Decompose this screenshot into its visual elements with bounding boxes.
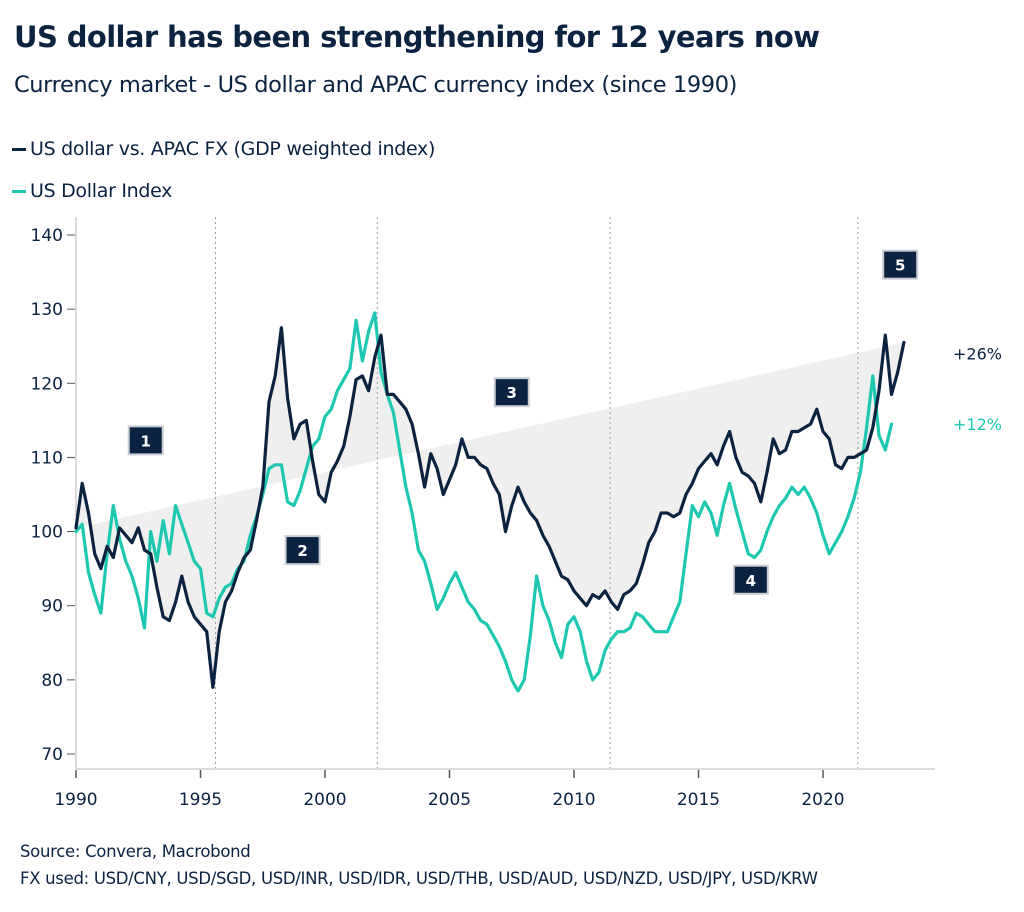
y-tick-label: 80	[41, 671, 63, 691]
regime-box-rect	[284, 535, 321, 566]
axes: 70 80 90 100 110 120 130 140 1990 1995 2000 2005 201…	[31, 217, 935, 810]
x-tick-label: 1990	[54, 790, 97, 810]
y-tick-label: 130	[31, 300, 63, 320]
regime-box-label: 2	[297, 542, 307, 560]
y-tick-label: 110	[31, 448, 63, 468]
regime-box-rect	[493, 377, 530, 408]
regime-boxes: 1 2 3 4 5	[127, 249, 919, 595]
y-tick-label: 90	[41, 597, 63, 617]
legend-item-apac-index: US dollar vs. APAC FX (GDP weighted inde…	[12, 128, 435, 170]
series-lines	[74, 311, 906, 693]
legend-swatch-teal	[12, 189, 26, 193]
regime-box-label: 5	[895, 257, 905, 275]
regime-box-5: 5	[882, 249, 919, 280]
y-tick-label: 100	[31, 523, 63, 543]
fill-between-area	[76, 327, 904, 688]
x-tick-label: 2000	[303, 790, 346, 810]
regime-box-label: 4	[746, 572, 756, 590]
y-tick-label: 140	[31, 226, 63, 246]
x-tick-label: 1995	[179, 790, 222, 810]
chart-footer: Source: Convera, Macrobond FX used: USD/…	[20, 838, 818, 892]
chart-title: US dollar has been strengthening for 12 …	[14, 20, 820, 54]
legend-label: US dollar vs. APAC FX (GDP weighted inde…	[30, 138, 436, 160]
series-line-apac-index	[74, 326, 906, 689]
y-tick-label: 120	[31, 374, 63, 394]
x-tick-label: 2005	[428, 790, 471, 810]
series-line-dollar-index	[74, 311, 894, 693]
fill-between-series	[76, 327, 904, 688]
legend-label: US Dollar Index	[30, 180, 173, 202]
legend-item-dollar-index: US Dollar Index	[12, 170, 435, 212]
regime-box-1: 1	[127, 425, 164, 456]
regime-box-rect	[882, 249, 919, 280]
end-label-apac-index: +26%	[953, 345, 1002, 364]
chart-subtitle: Currency market - US dollar and APAC cur…	[14, 72, 738, 98]
source-note: Source: Convera, Macrobond	[20, 842, 251, 861]
regime-box-rect	[732, 564, 769, 595]
legend-swatch-navy	[12, 147, 26, 151]
end-labels: +26% +12%	[953, 345, 1002, 434]
regime-box-4: 4	[732, 564, 769, 595]
regime-box-rect	[127, 425, 164, 456]
x-tick-label: 2010	[552, 790, 595, 810]
y-tick-label: 70	[41, 745, 63, 765]
regime-box-label: 3	[507, 384, 517, 402]
x-tick-label: 2020	[801, 790, 844, 810]
regime-box-2: 2	[284, 535, 321, 566]
fx-used-note: FX used: USD/CNY, USD/SGD, USD/INR, USD/…	[20, 869, 818, 888]
regime-box-3: 3	[493, 377, 530, 408]
x-tick-label: 2015	[677, 790, 720, 810]
regime-box-label: 1	[141, 432, 151, 450]
chart-legend: US dollar vs. APAC FX (GDP weighted inde…	[12, 128, 435, 212]
end-label-dollar-index: +12%	[953, 415, 1002, 434]
